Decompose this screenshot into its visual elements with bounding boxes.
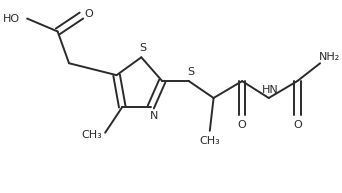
Text: CH₃: CH₃ <box>81 130 102 140</box>
Text: CH₃: CH₃ <box>199 136 220 146</box>
Text: N: N <box>149 111 158 121</box>
Text: HO: HO <box>2 14 19 24</box>
Text: O: O <box>84 9 93 19</box>
Text: O: O <box>238 120 247 130</box>
Text: S: S <box>187 67 194 77</box>
Text: O: O <box>293 120 302 130</box>
Text: S: S <box>140 43 147 53</box>
Text: NH₂: NH₂ <box>319 52 340 62</box>
Text: HN: HN <box>262 85 279 95</box>
